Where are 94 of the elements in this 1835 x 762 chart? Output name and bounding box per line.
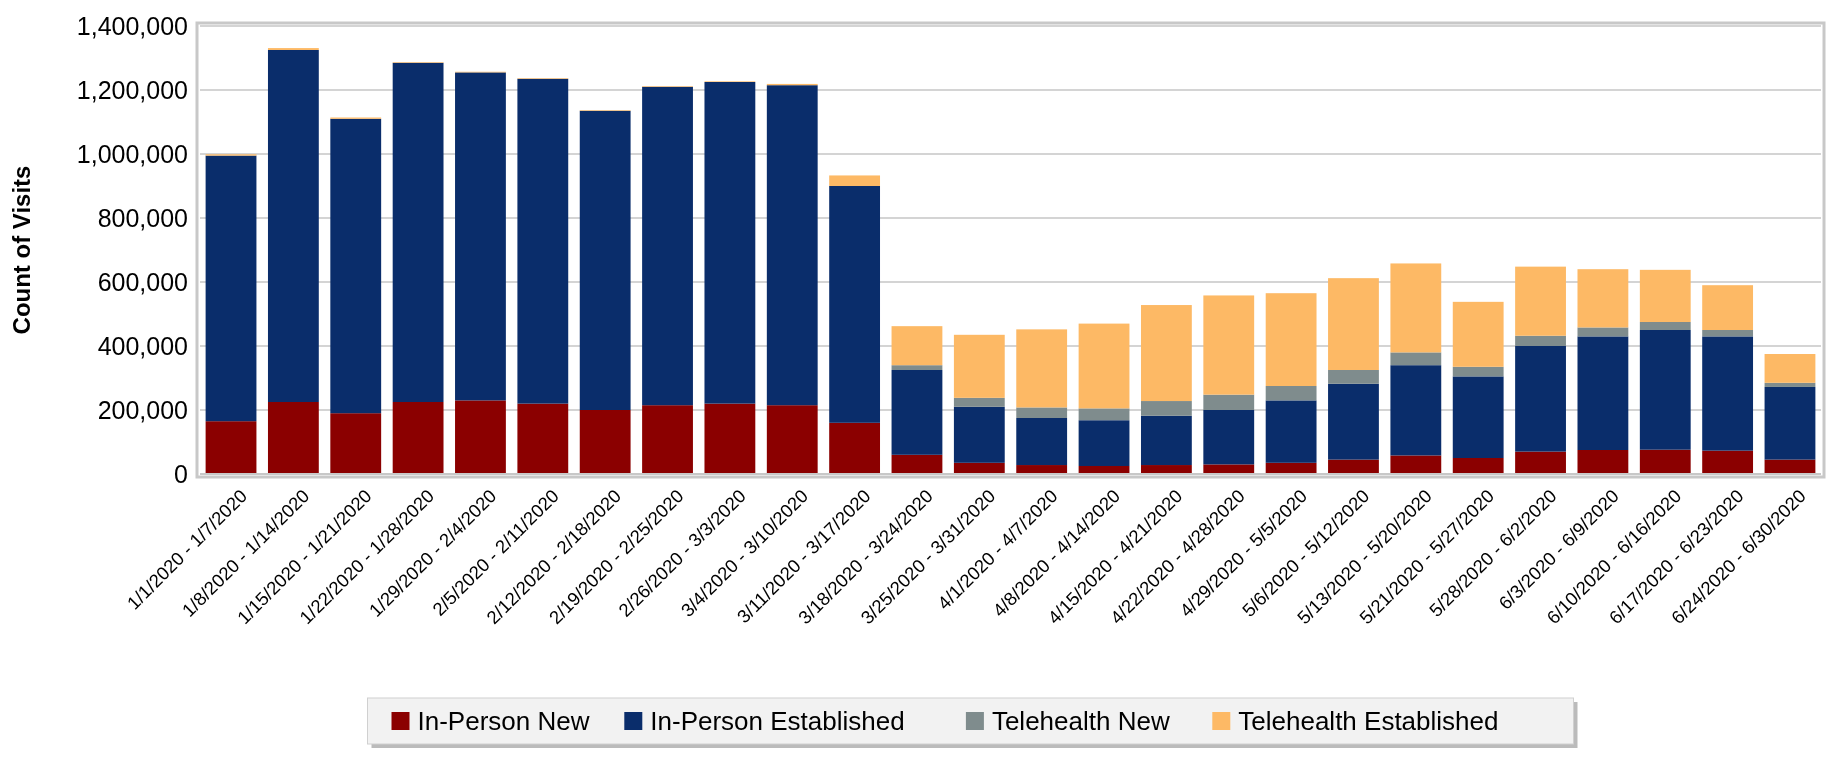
bar	[1702, 450, 1754, 474]
y-axis-title: Count of Visits	[8, 165, 35, 335]
bar	[1764, 382, 1816, 387]
legend-label: Telehealth Established	[1238, 706, 1499, 737]
bar	[330, 118, 382, 414]
bar	[1328, 383, 1379, 460]
bar	[1639, 449, 1691, 474]
bar	[1764, 354, 1816, 383]
bar	[205, 155, 257, 422]
bar	[1265, 400, 1317, 463]
bar	[1016, 329, 1068, 408]
y-tick-label: 1,200,000	[76, 75, 188, 104]
bar	[1203, 295, 1255, 395]
bar	[1702, 336, 1754, 451]
bar	[1140, 465, 1192, 474]
y-tick-label: 200,000	[97, 395, 188, 424]
bar	[517, 403, 569, 474]
legend-label: In-Person Established	[650, 706, 905, 737]
bar	[1203, 410, 1255, 465]
bar	[1078, 323, 1130, 409]
bar	[1515, 335, 1566, 346]
y-tick-label: 400,000	[97, 331, 188, 360]
bar	[953, 334, 1005, 398]
bar	[1265, 462, 1317, 474]
bar	[1016, 418, 1068, 466]
bar	[1203, 464, 1255, 474]
bar	[1078, 420, 1130, 466]
bar	[642, 405, 693, 474]
bar	[579, 110, 631, 410]
bar	[1078, 408, 1130, 421]
bar	[1639, 330, 1691, 450]
bar	[642, 86, 693, 406]
bar	[704, 403, 756, 474]
bar	[891, 454, 943, 474]
bar	[1328, 459, 1379, 474]
bar	[766, 405, 818, 474]
bar	[1515, 266, 1566, 336]
legend-label: Telehealth New	[991, 706, 1170, 737]
bar	[891, 370, 943, 455]
bar	[1577, 450, 1629, 474]
bar	[1265, 293, 1317, 386]
bar	[392, 62, 444, 402]
bar	[953, 397, 1005, 407]
bar	[1140, 305, 1192, 402]
bar	[1639, 269, 1691, 322]
bar	[1016, 465, 1068, 474]
legend-label: In-Person New	[417, 706, 590, 737]
bar	[891, 326, 943, 366]
bar	[1328, 278, 1379, 370]
bar	[1764, 386, 1816, 460]
bar	[1639, 322, 1691, 330]
bar	[1452, 366, 1504, 377]
bar	[1452, 458, 1504, 474]
bar	[1140, 415, 1192, 466]
bar	[829, 175, 881, 186]
bar	[1328, 370, 1379, 384]
bar	[392, 402, 444, 474]
bar	[829, 186, 881, 423]
bar	[1577, 327, 1629, 337]
bar	[579, 410, 631, 474]
bar	[1016, 407, 1068, 418]
bar	[1203, 394, 1255, 410]
bar	[330, 413, 382, 474]
bar	[829, 422, 881, 474]
y-tick-label: 0	[174, 459, 188, 488]
bar	[517, 78, 569, 404]
bar	[1452, 301, 1504, 367]
bar	[1577, 336, 1629, 450]
bar	[1390, 352, 1442, 366]
y-tick-label: 800,000	[97, 203, 188, 232]
bar	[704, 82, 756, 404]
bar	[455, 400, 506, 474]
bar	[1452, 376, 1504, 458]
bar	[1577, 269, 1629, 328]
bar	[1515, 346, 1566, 452]
bar	[1702, 285, 1754, 330]
bar	[267, 50, 319, 402]
bar	[1390, 365, 1442, 456]
bar	[1390, 263, 1442, 353]
bar	[1702, 330, 1754, 337]
bar	[1515, 451, 1566, 474]
bar	[766, 85, 818, 406]
y-tick-label: 600,000	[97, 267, 188, 296]
bar	[953, 406, 1005, 463]
bar	[891, 365, 943, 370]
bar	[455, 72, 506, 401]
bar	[1390, 455, 1442, 474]
bar	[953, 462, 1005, 474]
y-tick-label: 1,400,000	[76, 11, 188, 40]
y-tick-label: 1,000,000	[76, 139, 188, 168]
bar	[267, 402, 319, 474]
bar	[205, 421, 257, 474]
bar	[1265, 386, 1317, 401]
bar	[1140, 401, 1192, 416]
